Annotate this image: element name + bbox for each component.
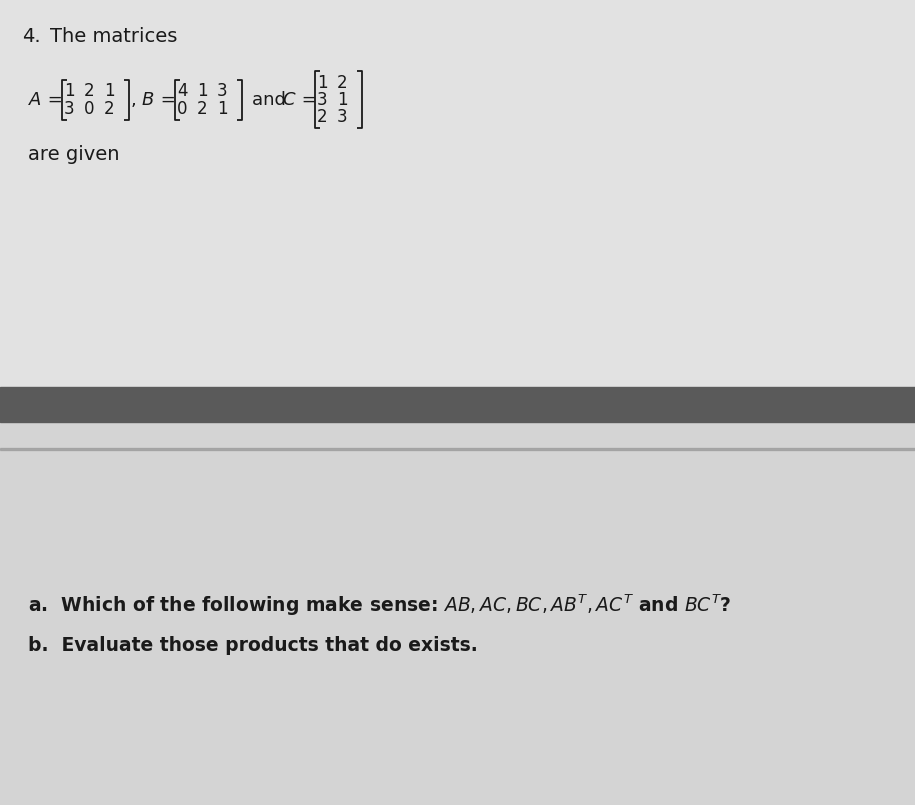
Text: 3: 3 [337,108,348,126]
Text: 0: 0 [84,100,94,118]
Text: 3: 3 [217,82,227,101]
Text: 2: 2 [197,100,208,118]
Text: 1: 1 [317,74,328,92]
Text: =: = [42,91,69,109]
Text: 1: 1 [217,100,227,118]
Text: 1: 1 [64,82,74,101]
Text: =: = [155,91,181,109]
Text: $C$: $C$ [282,91,296,109]
Text: a.  Which of the following make sense: $AB, AC, BC, AB^T, AC^T$ and $BC^T$?: a. Which of the following make sense: $A… [28,592,732,617]
Text: 2: 2 [317,108,328,126]
Bar [0,387,915,422]
Text: 4.: 4. [22,27,40,46]
Text: are given: are given [28,146,120,164]
Text: and: and [252,91,292,109]
Text: 1: 1 [197,82,208,101]
Text: 2: 2 [337,74,348,92]
Text: $B$: $B$ [141,91,155,109]
Text: 3: 3 [317,91,328,109]
Bar [0,0,915,385]
Text: 2: 2 [83,82,94,101]
Text: 1: 1 [103,82,114,101]
Text: =: = [296,91,322,109]
Text: $A$: $A$ [28,91,42,109]
Text: 2: 2 [103,100,114,118]
Text: ,: , [131,91,136,109]
Text: 1: 1 [337,91,348,109]
Text: 3: 3 [64,100,74,118]
Text: b.  Evaluate those products that do exists.: b. Evaluate those products that do exist… [28,635,478,654]
Text: 0: 0 [177,100,188,118]
Bar [0,448,915,450]
Text: The matrices: The matrices [50,27,178,46]
Text: 4: 4 [177,82,188,101]
Bar [0,422,915,805]
